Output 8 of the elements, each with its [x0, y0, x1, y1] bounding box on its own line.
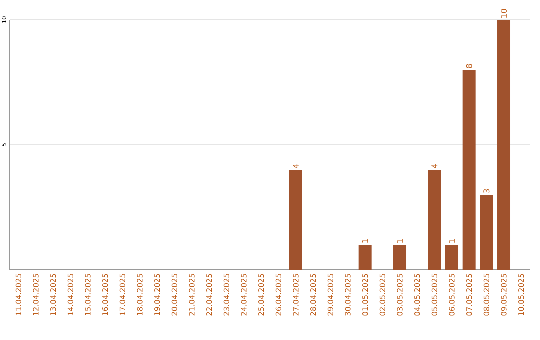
bar: [394, 245, 407, 270]
bar: [358, 245, 372, 270]
bar: [290, 170, 302, 270]
bar: [498, 20, 511, 270]
bar: [480, 195, 494, 270]
bar: [428, 170, 442, 270]
bar: [446, 245, 459, 270]
bar: [462, 70, 476, 270]
